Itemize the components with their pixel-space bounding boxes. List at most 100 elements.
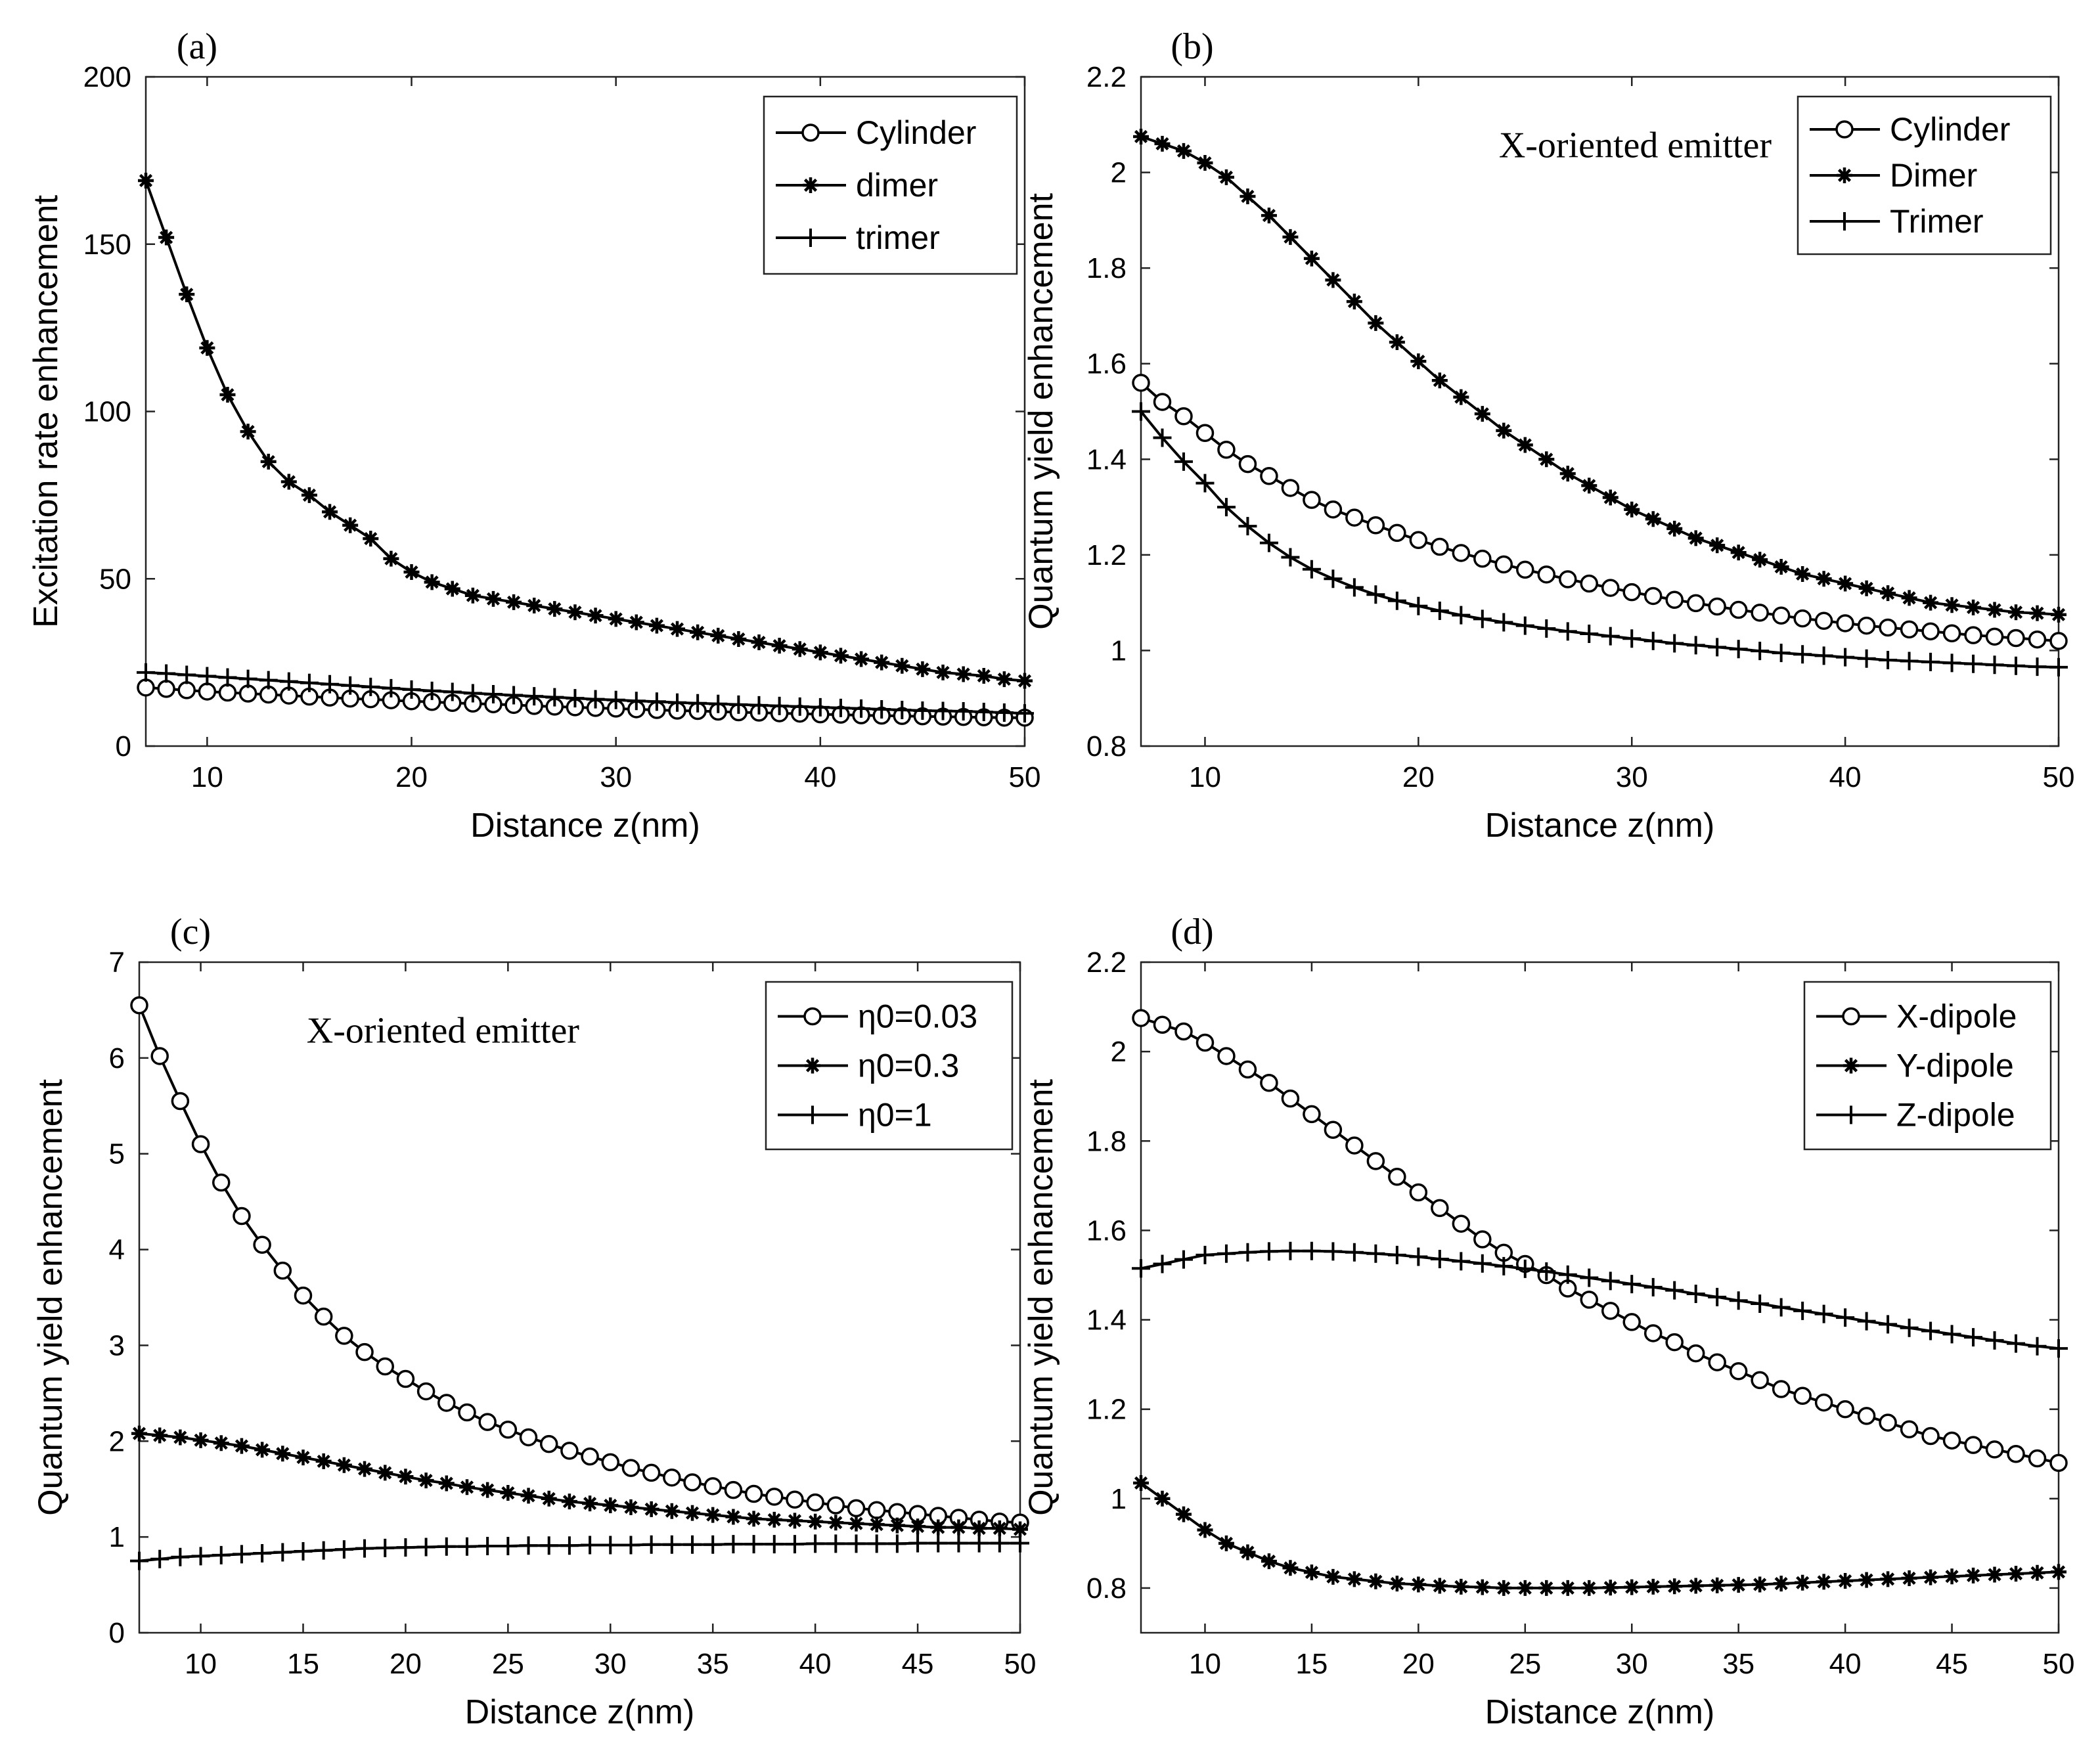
data-point [1601, 1272, 1620, 1291]
data-point [1154, 135, 1171, 152]
data-point [1537, 565, 1556, 584]
x-tick-label: 25 [492, 1648, 524, 1680]
data-point [852, 699, 871, 718]
data-point [1708, 1287, 1727, 1306]
series-line [1140, 382, 2059, 642]
data-point [1153, 1254, 1172, 1273]
data-point [1985, 1440, 2004, 1459]
y-tick-label: 50 [99, 563, 131, 595]
data-point [1281, 1089, 1300, 1108]
chart-panel-a: 10 20 30 40 50 0 50 100 150 200 Distance z(nm) Exci… [27, 26, 1040, 845]
data-point [1389, 1576, 1405, 1592]
x-tick-label: 50 [1009, 761, 1041, 793]
data-point [1624, 1579, 1640, 1595]
data-point [1900, 1420, 1919, 1439]
y-tick-label: 1.6 [1086, 348, 1127, 380]
y-tick-label: 2 [1111, 1036, 1127, 1068]
data-point [746, 1511, 762, 1527]
data-point [1174, 1022, 1193, 1041]
data-point [1837, 1573, 1854, 1589]
data-point [341, 676, 360, 695]
legend-label: Cylinder [856, 114, 976, 151]
x-axis-label: Distance z(nm) [1485, 807, 1715, 845]
x-tick-label: 50 [1004, 1648, 1037, 1680]
data-point [765, 1488, 784, 1506]
data-point [1238, 1060, 1257, 1079]
data-point [1538, 1580, 1555, 1596]
data-point [910, 1518, 926, 1535]
data-point [397, 1469, 414, 1485]
data-point [1622, 629, 1642, 648]
x-tick-label: 35 [697, 1648, 729, 1680]
data-point [424, 574, 440, 590]
data-point [1580, 624, 1599, 643]
data-point [1793, 609, 1812, 628]
data-point [1346, 294, 1362, 310]
y-tick-label: 0.8 [1086, 1572, 1127, 1605]
data-point [751, 634, 767, 651]
series-line [139, 1541, 1020, 1562]
data-point [868, 1517, 885, 1533]
data-point [301, 487, 317, 503]
data-point [130, 996, 148, 1015]
x-tick-label: 10 [185, 1648, 217, 1680]
x-tick-label: 30 [1616, 761, 1648, 793]
data-point [294, 1286, 313, 1305]
data-point [1474, 406, 1490, 422]
data-point [1772, 1380, 1791, 1398]
data-point [996, 671, 1012, 688]
y-tick-label: 7 [109, 946, 125, 979]
data-point [2029, 605, 2045, 621]
data-point [1965, 599, 1982, 615]
data-point [335, 1327, 353, 1345]
data-point [1325, 272, 1341, 288]
legend-item-2: trimer [776, 219, 940, 256]
legend: Cylinder Dimer Trimer [1797, 95, 2052, 255]
series-1 [1133, 128, 2066, 623]
data-point [1259, 1242, 1278, 1261]
data-point [930, 1519, 947, 1536]
data-point [1474, 1579, 1490, 1595]
data-point [1303, 1564, 1320, 1581]
data-point [1453, 389, 1469, 405]
series-2 [1132, 402, 2068, 676]
data-point [2051, 1564, 2066, 1580]
data-point [1324, 1242, 1343, 1261]
data-point [1431, 1578, 1448, 1594]
data-point [1132, 1009, 1150, 1027]
data-point [238, 669, 257, 688]
data-point [1645, 511, 1661, 527]
data-point [1324, 500, 1343, 519]
data-point [1240, 1544, 1256, 1561]
legend-marker-icon [801, 229, 820, 247]
data-point [1964, 1328, 1983, 1347]
data-point [1581, 1580, 1597, 1596]
data-point [1431, 1199, 1449, 1218]
data-point [1751, 604, 1769, 622]
data-point [383, 550, 399, 567]
data-point [828, 1515, 844, 1531]
data-point [1687, 1578, 1704, 1594]
data-point [744, 1484, 763, 1503]
data-point [218, 668, 237, 687]
data-point [1174, 1250, 1193, 1269]
data-point [994, 703, 1014, 722]
data-point [233, 1207, 251, 1226]
data-point [499, 1421, 518, 1439]
data-point [1260, 1074, 1278, 1092]
data-point [1282, 229, 1299, 245]
data-point [1900, 620, 1919, 639]
annotation-text: X-oriented emitter [307, 1011, 580, 1052]
data-point [321, 675, 340, 694]
data-point [1686, 594, 1705, 613]
data-point [790, 697, 809, 716]
data-point [1708, 638, 1727, 657]
data-point [669, 621, 686, 637]
data-point [826, 1534, 845, 1553]
x-tick-label: 50 [2043, 1648, 2075, 1680]
y-tick-label: 1.4 [1086, 443, 1127, 476]
data-point [1900, 1318, 1919, 1337]
legend-item-0: η0=0.03 [778, 998, 977, 1035]
data-point [478, 1537, 497, 1555]
data-point [138, 172, 154, 188]
